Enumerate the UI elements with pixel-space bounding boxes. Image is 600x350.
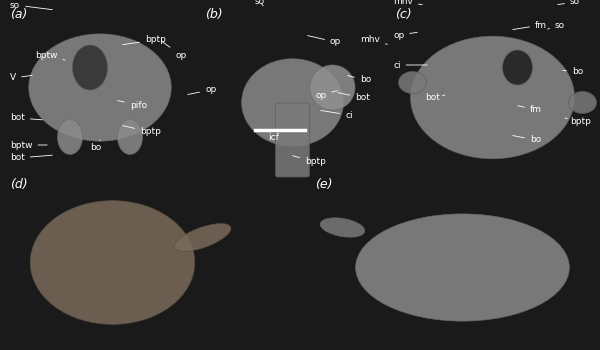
Text: bptp: bptp xyxy=(565,118,591,126)
Text: op: op xyxy=(315,91,337,99)
Text: bptp: bptp xyxy=(293,156,326,167)
Text: pifo: pifo xyxy=(118,100,147,110)
Text: bot: bot xyxy=(425,93,445,103)
Text: V: V xyxy=(10,74,32,83)
Ellipse shape xyxy=(569,91,596,113)
Text: (a): (a) xyxy=(10,8,28,21)
Ellipse shape xyxy=(29,34,171,141)
Ellipse shape xyxy=(320,218,365,237)
Ellipse shape xyxy=(118,119,143,154)
Text: so: so xyxy=(548,21,565,29)
Ellipse shape xyxy=(30,201,195,324)
Ellipse shape xyxy=(58,119,83,154)
Text: bptp: bptp xyxy=(123,126,161,136)
Text: fm: fm xyxy=(513,21,547,29)
Text: so: so xyxy=(558,0,580,7)
Text: bo: bo xyxy=(513,135,541,145)
Text: bptp: bptp xyxy=(123,35,166,44)
Text: fm: fm xyxy=(518,105,542,114)
Text: mhv: mhv xyxy=(360,35,388,44)
Text: bot: bot xyxy=(10,113,42,122)
Text: ci: ci xyxy=(321,111,353,119)
Text: op: op xyxy=(162,42,186,60)
Text: ci: ci xyxy=(393,61,427,70)
Text: bot: bot xyxy=(338,93,370,103)
Text: bot: bot xyxy=(10,154,52,162)
Text: mhv: mhv xyxy=(393,0,422,7)
Ellipse shape xyxy=(503,50,533,85)
Text: bo: bo xyxy=(348,76,371,84)
Text: (e): (e) xyxy=(315,178,332,191)
Text: (b): (b) xyxy=(205,8,223,21)
Text: so: so xyxy=(255,0,265,7)
Text: (d): (d) xyxy=(10,178,28,191)
Ellipse shape xyxy=(398,71,427,93)
Text: op: op xyxy=(188,85,216,94)
Text: bptw: bptw xyxy=(35,50,65,60)
FancyBboxPatch shape xyxy=(275,103,310,177)
Text: bo: bo xyxy=(90,140,101,153)
Text: op: op xyxy=(393,30,417,40)
Ellipse shape xyxy=(410,36,575,159)
Ellipse shape xyxy=(73,45,107,90)
Ellipse shape xyxy=(356,214,569,321)
Text: (c): (c) xyxy=(395,8,412,21)
Text: bptw: bptw xyxy=(10,140,47,149)
Text: bo: bo xyxy=(563,68,583,77)
Ellipse shape xyxy=(310,65,355,110)
Ellipse shape xyxy=(174,224,231,251)
Text: icf: icf xyxy=(268,130,285,141)
Text: so: so xyxy=(10,0,52,10)
Text: op: op xyxy=(308,36,341,47)
Ellipse shape xyxy=(242,59,343,146)
